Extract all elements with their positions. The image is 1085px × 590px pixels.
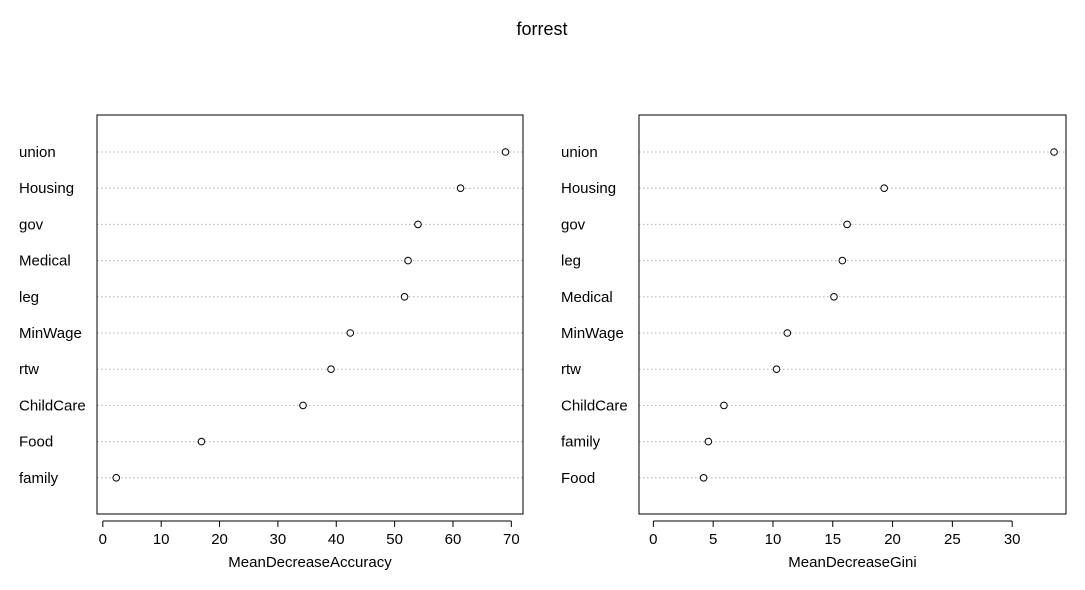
- x-axis-label: MeanDecreaseAccuracy: [228, 554, 392, 571]
- x-axis-label: MeanDecreaseGini: [788, 554, 916, 571]
- category-label: ChildCare: [561, 397, 628, 414]
- data-point: [414, 220, 422, 229]
- x-tick-label: 0: [649, 531, 657, 548]
- x-tick-label: 10: [153, 531, 170, 548]
- plot-frame: [638, 114, 1067, 515]
- x-tick-label: 10: [765, 531, 782, 548]
- panel-1: union Housing gov Medical leg MinWage rtw Child…: [19, 114, 524, 571]
- x-tick-label: 30: [270, 531, 287, 548]
- x-tick-label: 30: [1004, 531, 1021, 548]
- x-tick-label: 25: [944, 531, 961, 548]
- category-label: Food: [561, 470, 595, 487]
- plot-frame: [96, 114, 524, 515]
- data-point: [1050, 148, 1058, 156]
- x-tick-label: 15: [824, 531, 841, 548]
- chart-title: forrest: [516, 19, 567, 39]
- x-tick-label: 40: [328, 531, 345, 548]
- data-point: [346, 329, 355, 337]
- data-point: [880, 184, 888, 192]
- x-tick-label: 50: [386, 531, 403, 548]
- panel-2: union Housing gov leg Medical MinWage rtw Child…: [561, 114, 1067, 571]
- x-tick-label: 70: [503, 531, 520, 548]
- data-point: [299, 401, 307, 410]
- data-point: [699, 474, 708, 482]
- data-point: [327, 365, 335, 374]
- data-point: [772, 365, 781, 374]
- data-point: [112, 474, 121, 482]
- category-label: family: [19, 470, 59, 487]
- data-point: [843, 220, 851, 229]
- category-label: Medical: [561, 289, 613, 306]
- data-point: [400, 293, 409, 301]
- category-label: union: [19, 144, 56, 161]
- category-label: rtw: [19, 361, 39, 378]
- data-point: [830, 293, 838, 301]
- category-label: rtw: [561, 361, 581, 378]
- category-label: Food: [19, 434, 53, 451]
- data-point: [783, 329, 792, 337]
- data-point: [838, 256, 847, 265]
- x-tick-label: 20: [211, 531, 228, 548]
- category-label: MinWage: [19, 325, 82, 342]
- category-label: union: [561, 144, 598, 161]
- category-label: family: [561, 434, 601, 451]
- category-label: Housing: [19, 180, 74, 197]
- category-label: MinWage: [561, 325, 624, 342]
- category-label: Housing: [561, 180, 616, 197]
- x-tick-label: 5: [709, 531, 717, 548]
- data-point: [720, 401, 728, 410]
- data-point: [501, 148, 510, 156]
- data-point: [704, 437, 713, 446]
- category-label: gov: [19, 216, 44, 233]
- data-point: [404, 256, 412, 265]
- category-label: leg: [561, 253, 581, 270]
- category-label: ChildCare: [19, 397, 86, 414]
- category-label: gov: [561, 216, 586, 233]
- data-point: [456, 184, 465, 192]
- category-label: leg: [19, 289, 39, 306]
- x-tick-label: 60: [445, 531, 462, 548]
- x-tick-label: 20: [884, 531, 901, 548]
- data-point: [197, 437, 206, 446]
- category-label: Medical: [19, 253, 71, 270]
- x-tick-label: 0: [99, 531, 107, 548]
